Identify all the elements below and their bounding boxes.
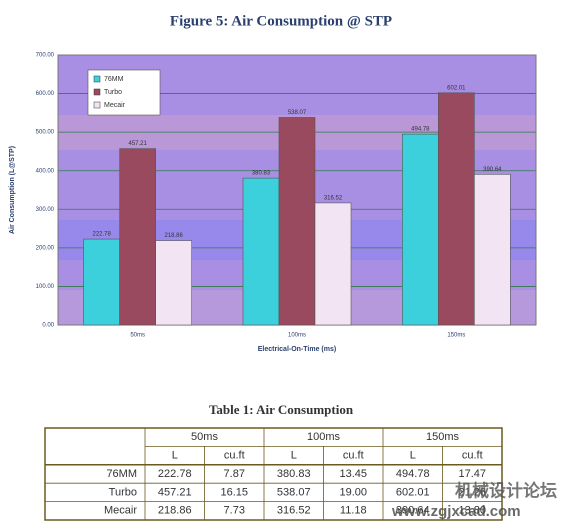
x-tick-label: 150ms — [447, 333, 465, 339]
table-group: 100ms — [307, 431, 341, 443]
data-label: 494.78 — [411, 127, 430, 133]
table-cell: 16.15 — [220, 486, 248, 498]
table-unit: L — [172, 450, 178, 462]
table-group: 50ms — [191, 431, 218, 443]
table-unit: cu.ft — [224, 450, 245, 462]
data-label: 218.86 — [164, 233, 183, 239]
table-unit: cu.ft — [462, 450, 483, 462]
table-cell: 222.78 — [158, 468, 192, 480]
legend-swatch — [93, 101, 101, 109]
table-cell: 7.73 — [224, 505, 245, 517]
legend-label: 76MM — [104, 76, 124, 83]
table-cell: 19.00 — [339, 486, 367, 498]
y-tick-label: 500.00 — [36, 130, 55, 136]
bar — [83, 238, 120, 326]
data-label: 457.21 — [128, 141, 147, 147]
bar — [278, 117, 316, 326]
row-label: Turbo — [109, 486, 137, 498]
legend-swatch — [93, 88, 101, 96]
bar — [438, 92, 475, 326]
watermark-url: www.zgjxcad.com — [391, 503, 521, 520]
table-cell: 602.01 — [396, 486, 430, 498]
table-cell: 494.78 — [396, 468, 430, 480]
table-cell: 21.26 — [458, 486, 486, 498]
y-tick-label: 400.00 — [36, 168, 55, 174]
legend-label: Mecair — [104, 102, 126, 109]
y-tick-label: 100.00 — [36, 284, 55, 290]
table-cell: 11.18 — [340, 505, 367, 517]
data-label: 538.07 — [288, 110, 307, 116]
x-tick-label: 100ms — [288, 333, 306, 339]
bar — [119, 148, 156, 326]
x-tick-label: 50ms — [130, 333, 145, 339]
y-axis-title: Air Consumption (L@STP) — [9, 146, 16, 234]
table-cell: 13.80 — [458, 505, 486, 517]
table-title: Table 1: Air Consumption — [209, 402, 354, 417]
bar — [155, 240, 192, 326]
data-label: 222.78 — [92, 232, 111, 238]
y-tick-label: 600.00 — [36, 91, 55, 97]
y-tick-label: 300.00 — [36, 207, 55, 213]
table-cell: 538.07 — [277, 486, 311, 498]
data-label: 602.01 — [447, 85, 466, 91]
table-cell: 218.86 — [158, 505, 192, 517]
table-cell: 17.47 — [458, 468, 486, 480]
bar — [314, 202, 352, 326]
table-cell: 380.83 — [277, 468, 311, 480]
table-cell: 7.87 — [224, 468, 245, 480]
table-unit: L — [410, 450, 416, 462]
table-border — [44, 427, 503, 521]
chart-title: Figure 5: Air Consumption @ STP — [170, 13, 392, 29]
table-cell: 390.64 — [396, 505, 430, 517]
y-tick-label: 700.00 — [36, 53, 55, 59]
bar — [474, 174, 511, 326]
row-label: Mecair — [104, 505, 137, 517]
bar — [402, 133, 439, 326]
table-cell: 316.52 — [277, 505, 311, 517]
bar — [242, 177, 280, 326]
legend-label: Turbo — [104, 89, 122, 96]
watermark: 机械设计论坛 — [455, 480, 557, 500]
data-label: 390.64 — [483, 167, 502, 173]
row-label: 76MM — [106, 468, 137, 480]
data-label: 316.52 — [324, 195, 343, 201]
table-unit: L — [291, 450, 297, 462]
data-label: 380.83 — [252, 171, 271, 177]
table-group: 150ms — [426, 431, 460, 443]
x-axis-title: Electrical-On-Time (ms) — [258, 346, 336, 353]
legend-swatch — [93, 75, 101, 83]
table-cell: 13.45 — [339, 468, 367, 480]
table-unit: cu.ft — [343, 450, 364, 462]
y-tick-label: 200.00 — [36, 245, 55, 251]
table-cell: 457.21 — [158, 486, 192, 498]
y-tick-label: 0.00 — [42, 323, 54, 329]
